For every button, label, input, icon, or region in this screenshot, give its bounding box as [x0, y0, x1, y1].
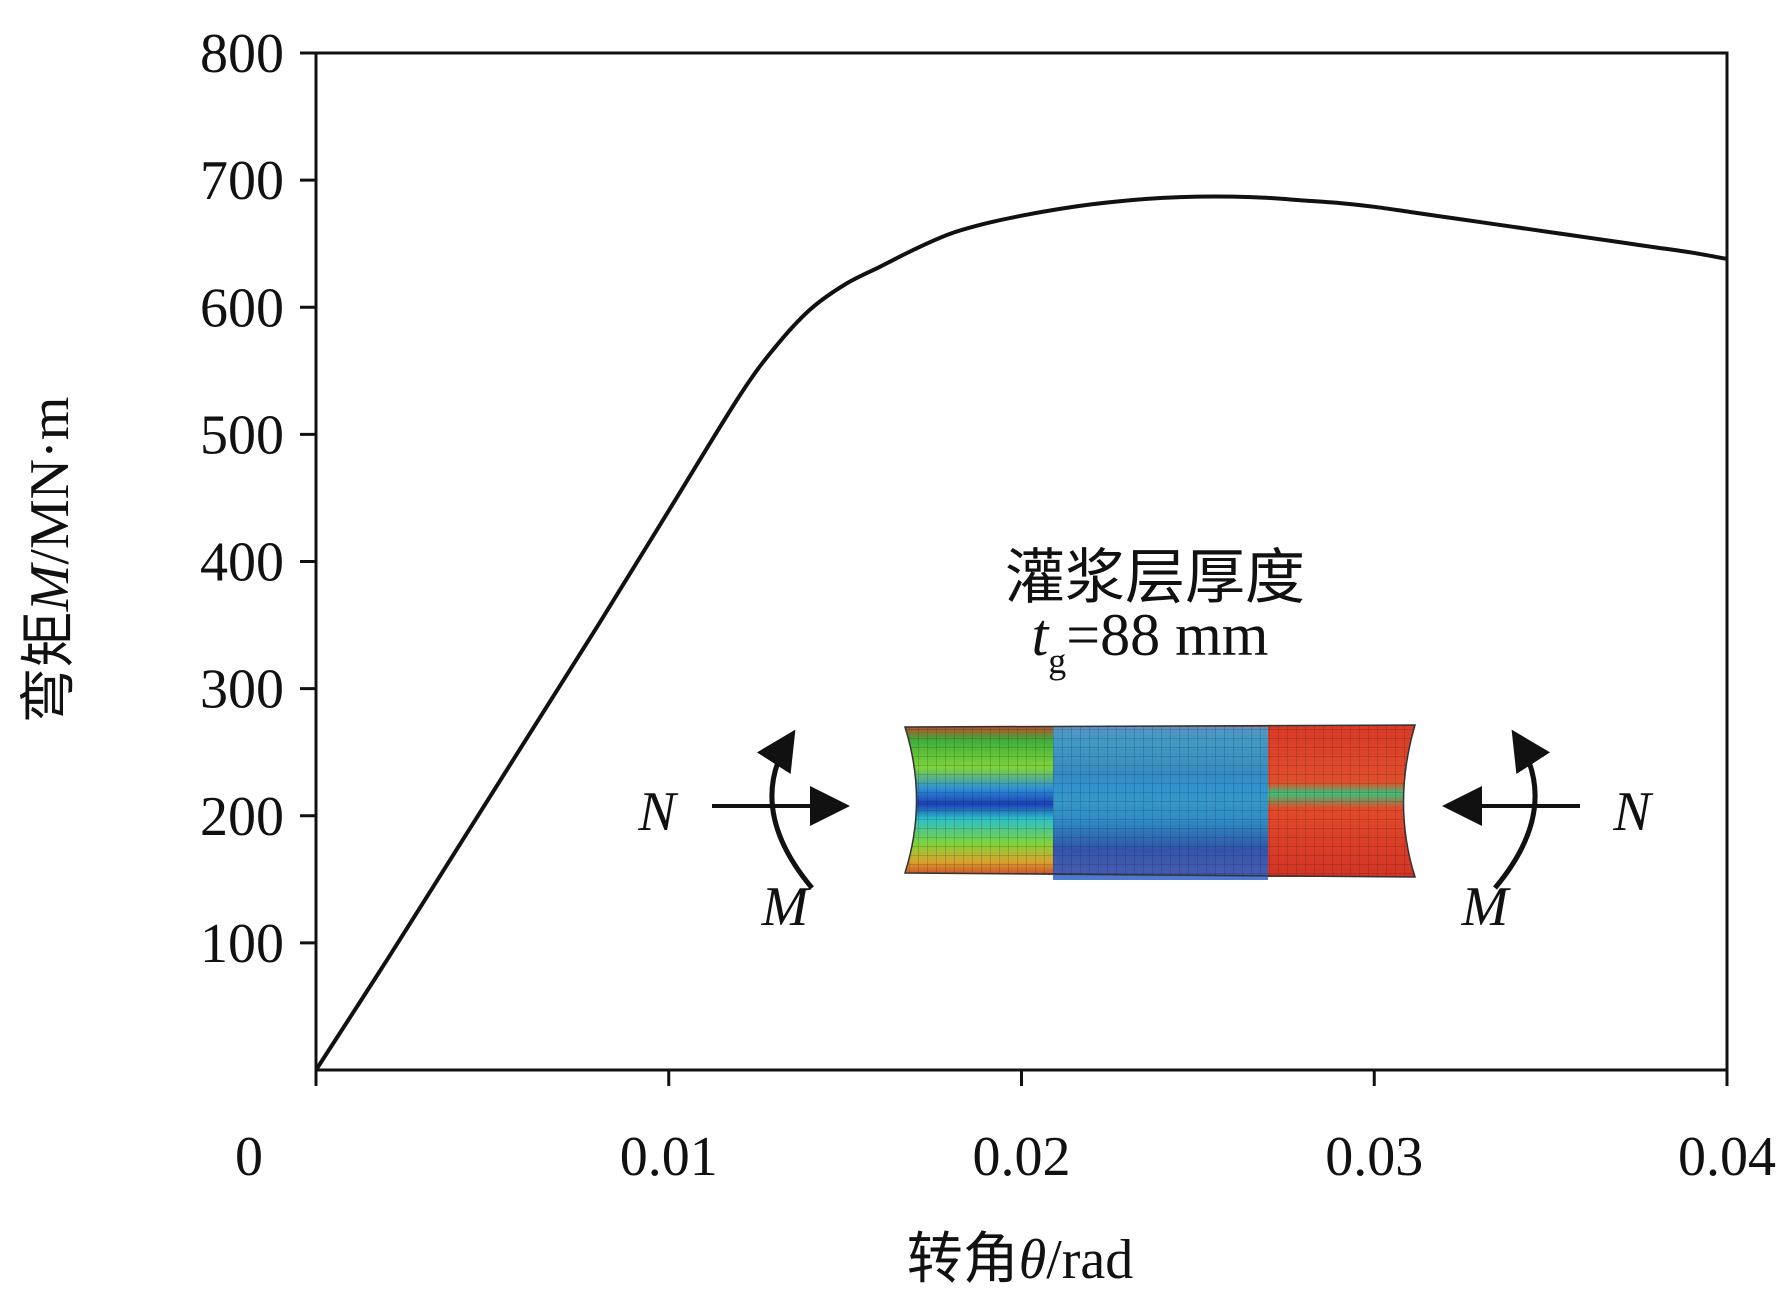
y-tick-label: 100	[200, 913, 284, 975]
x-tick-label: 0	[235, 1126, 263, 1188]
x-tick-label: 0.03	[1325, 1126, 1423, 1188]
left-moment-arrow	[756, 729, 814, 890]
moment-rotation-curve	[314, 194, 1728, 1072]
grout-layer-annotation: 灌浆层厚度 tg=88 mm N M N M	[637, 545, 1653, 938]
left-moment-label: M	[761, 876, 812, 938]
y-tick-label: 500	[200, 404, 284, 466]
y-tick-label: 600	[200, 277, 284, 339]
x-axis-label: 转角θ/rad	[907, 1229, 1134, 1291]
x-tick-label: 0.04	[1678, 1126, 1776, 1188]
x-tick-label: 0.02	[973, 1126, 1071, 1188]
deformed-beam-contour	[903, 724, 1417, 880]
right-moment-label: M	[1461, 876, 1512, 938]
x-tick-label: 0.01	[620, 1126, 718, 1188]
y-tick-label: 800	[200, 23, 284, 85]
y-axis-ticks: 100 200 300 400 500 600 700 800	[200, 23, 316, 975]
right-moment-arrow	[1493, 729, 1551, 890]
y-tick-label: 400	[200, 532, 284, 594]
grout-thickness-label: tg=88 mm	[1032, 602, 1269, 681]
y-tick-label: 700	[200, 150, 284, 212]
x-axis-ticks: 0 0.01 0.02 0.03 0.04	[235, 1070, 1776, 1188]
y-axis-label: 弯矩M/MN·m	[19, 397, 81, 724]
left-force-label: N	[637, 781, 678, 843]
right-force-label: N	[1612, 781, 1653, 843]
y-tick-label: 300	[200, 659, 284, 721]
y-tick-label: 200	[200, 786, 284, 848]
inset-title: 灌浆层厚度	[1005, 545, 1305, 611]
